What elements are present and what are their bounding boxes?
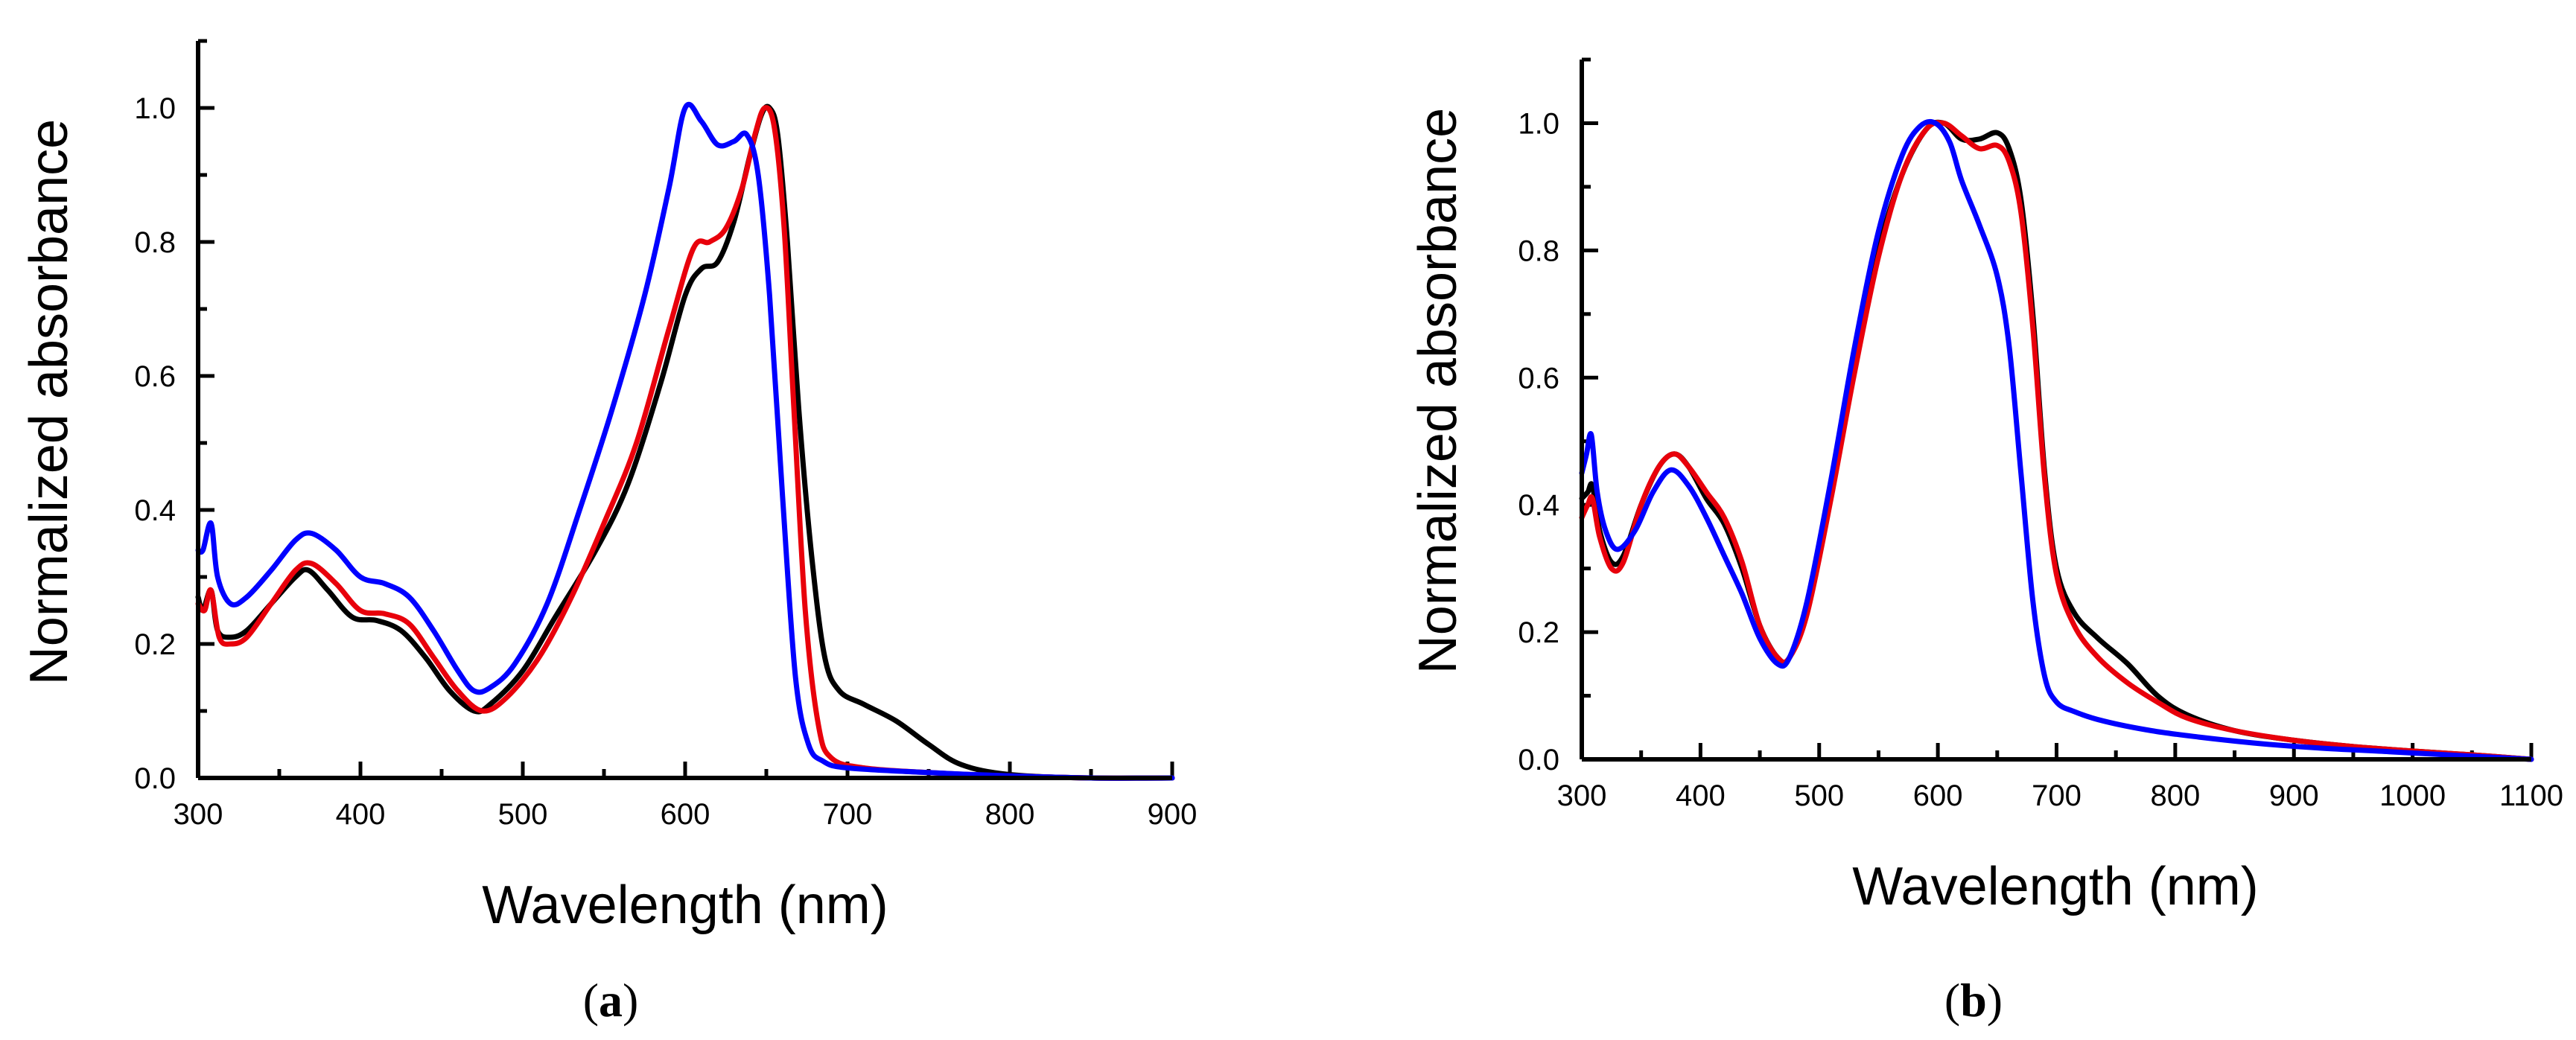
x-tick-label-a: 300 — [174, 798, 223, 831]
x-tick-label-b: 300 — [1557, 779, 1607, 812]
y-tick-label-a: 0.0 — [134, 762, 176, 795]
x-tick-label-b: 1100 — [2499, 779, 2563, 812]
y-tick-label-b: 0.2 — [1518, 616, 1559, 649]
series-a — [195, 101, 1175, 781]
x-tick-label-a: 700 — [823, 798, 873, 831]
y-tick-label-a: 0.8 — [134, 226, 176, 259]
x-axis-title-b: Wavelength (nm) — [1852, 857, 2259, 916]
panel-label-a: (a) — [583, 974, 639, 1027]
ticks-a: 300 400 500 600 700 800 900 0.0 0.2 0.4 0.6 0.8 1.0 — [134, 39, 1198, 831]
y-tick-label-a: 1.0 — [134, 92, 176, 125]
ticks-b: 300 400 500 600 700 800 900 1000 1100 0.0 0.2 0.4 0.… — [1518, 57, 2563, 812]
y-tick-label-b: 0.8 — [1518, 235, 1559, 267]
x-tick-label-a: 500 — [498, 798, 548, 831]
x-tick-label-b: 500 — [1794, 779, 1844, 812]
chart-panel-b: Normalized absorbance Wavelength (nm) 30… — [1408, 57, 2563, 1027]
series-line-black-a — [195, 103, 1175, 781]
x-tick-label-a: 900 — [1148, 798, 1198, 831]
series-line-blue-b — [1579, 118, 2534, 762]
series-b — [1579, 118, 2534, 762]
y-tick-label-b: 1.0 — [1518, 107, 1559, 140]
x-tick-label-b: 800 — [2151, 779, 2201, 812]
x-tick-label-a: 400 — [336, 798, 386, 831]
x-tick-label-a: 800 — [985, 798, 1035, 831]
x-tick-label-b: 1000 — [2379, 779, 2446, 812]
series-line-blue-a — [195, 101, 1175, 781]
y-tick-label-b: 0.6 — [1518, 362, 1559, 395]
series-line-red-b — [1579, 120, 2534, 762]
y-tick-label-b: 0.0 — [1518, 744, 1559, 776]
chart-panel-a: Normalized absorbance Wavelength (nm) 30… — [19, 39, 1198, 1027]
x-tick-label-b: 700 — [2032, 779, 2082, 812]
y-tick-label-b: 0.4 — [1518, 489, 1559, 522]
panel-label-b: (b) — [1944, 974, 2003, 1027]
y-tick-label-a: 0.2 — [134, 628, 176, 661]
y-tick-label-a: 0.6 — [134, 360, 176, 393]
x-tick-label-b: 400 — [1676, 779, 1726, 812]
y-tick-label-a: 0.4 — [134, 494, 176, 527]
x-tick-label-b: 900 — [2269, 779, 2319, 812]
axes-a — [196, 41, 1172, 780]
series-line-black-b — [1579, 119, 2534, 762]
x-axis-title-a: Wavelength (nm) — [482, 875, 888, 935]
axes-b — [1580, 60, 2531, 762]
series-line-red-a — [195, 105, 1175, 781]
x-tick-label-a: 600 — [661, 798, 710, 831]
x-tick-label-b: 600 — [1913, 779, 1963, 812]
y-axis-title-b: Normalized absorbance — [1408, 108, 1468, 674]
y-axis-title-a: Normalized absorbance — [19, 119, 79, 685]
